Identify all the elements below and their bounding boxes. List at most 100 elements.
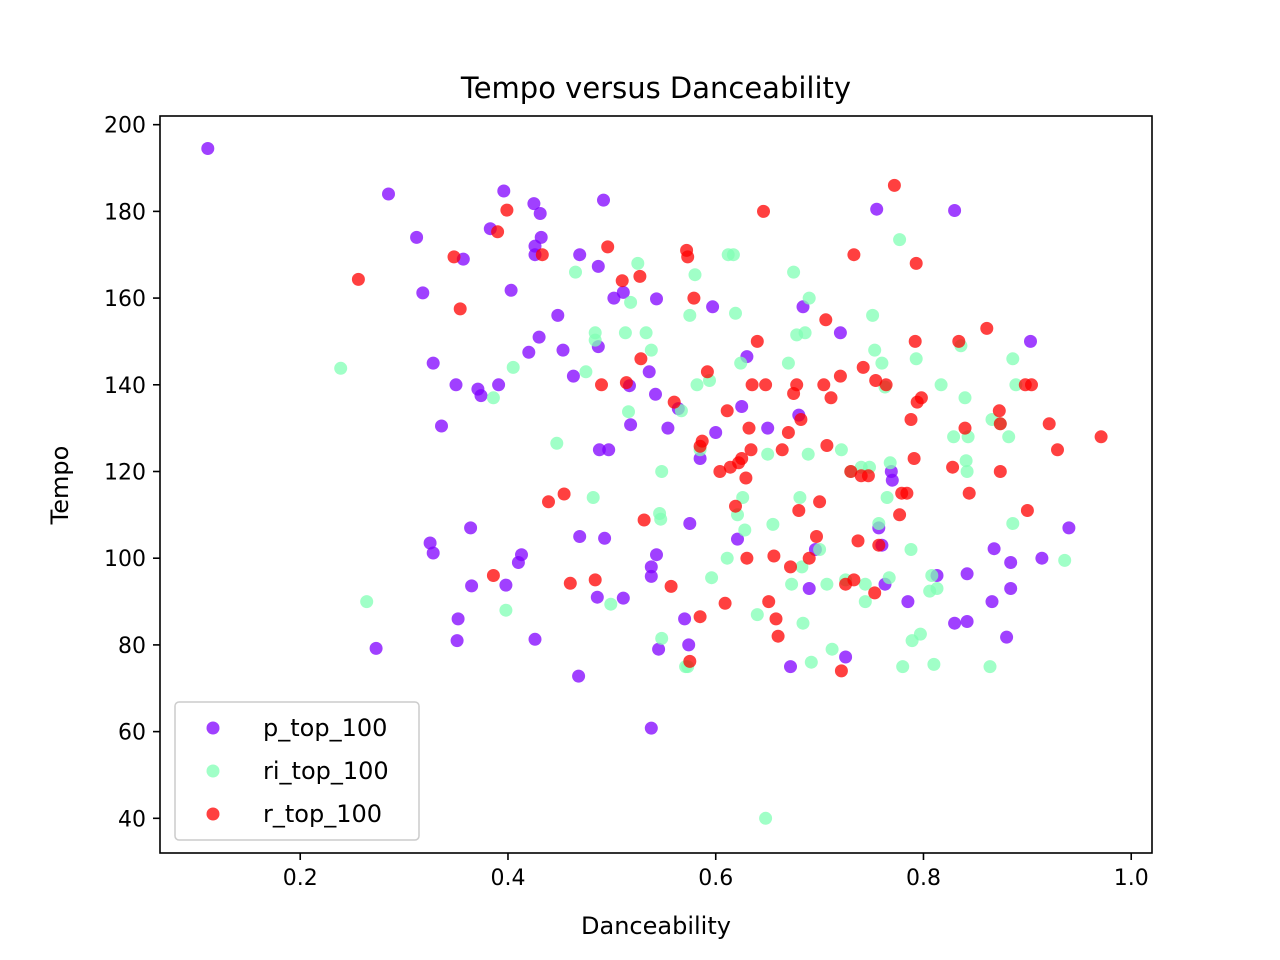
data-point [1024,334,1037,348]
legend-marker-p-top-100 [206,721,220,735]
data-point [650,292,663,306]
x-tick-label: 1.0 [1114,866,1149,891]
data-point [551,308,565,322]
data-point [465,579,479,593]
data-point [766,517,780,531]
data-point [769,612,783,626]
data-point [709,426,723,439]
data-point [960,465,974,478]
data-point [993,465,1007,478]
legend-label-p-top-100: p_top_100 [263,714,387,742]
data-point [633,269,647,283]
data-point [598,531,612,545]
data-point [713,465,727,478]
y-tick-label: 120 [104,460,146,485]
data-point [866,308,880,322]
data-point [644,343,658,357]
data-point [802,551,816,565]
data-point [927,657,941,671]
data-point [735,400,749,413]
data-point [960,567,974,581]
data-point [839,650,853,664]
data-point [883,456,897,470]
data-point [775,443,789,457]
data-point [655,465,669,478]
data-point [745,378,759,392]
data-point [491,225,505,239]
y-tick-label: 160 [104,287,146,312]
data-point [767,549,781,563]
data-point [750,608,764,622]
data-point [601,240,615,254]
data-point [334,361,348,375]
data-point [1051,443,1064,457]
data-point [901,595,915,609]
data-point [771,629,785,643]
data-point [1094,430,1108,444]
chart-title: Tempo versus Danceability [460,71,851,105]
data-point [744,443,758,457]
data-point [535,248,549,262]
data-point [802,291,816,305]
plot-frame [159,115,1153,854]
data-point [983,660,997,674]
data-point [759,378,773,392]
data-point [616,591,630,605]
data-point [369,641,383,655]
data-point [824,391,838,405]
data-point [591,259,605,273]
data-point [750,334,764,348]
data-point [796,616,810,630]
data-point [416,286,430,300]
y-axis-ticks: 40 60 80 100 120 140 160 180 200 [104,114,160,832]
data-point [734,356,748,370]
data-point [654,512,668,526]
data-point [946,460,960,474]
data-point [833,369,847,383]
data-point [426,356,440,370]
data-point [586,491,600,504]
y-tick-label: 180 [104,200,146,225]
data-point [896,660,910,674]
data-point [781,426,795,439]
data-point [735,452,749,465]
data-point [563,576,577,590]
y-tick-label: 100 [104,547,146,572]
data-point [802,582,816,595]
data-point [762,595,776,609]
data-point [533,207,547,220]
data-point [661,421,675,435]
x-tick-label: 0.2 [283,866,318,891]
data-point [913,627,927,641]
data-point [885,473,899,487]
data-point [801,447,815,461]
data-point [834,443,848,457]
data-point [450,634,464,648]
data-point [738,523,752,537]
data-point [1058,553,1072,567]
data-point [1009,378,1023,392]
data-point [634,352,648,366]
data-point [607,291,621,305]
data-point [644,560,658,574]
data-point [729,499,742,513]
data-point [720,551,734,565]
data-point [1042,417,1056,431]
data-point [644,569,658,583]
data-point [909,256,923,270]
data-point [781,356,795,370]
data-point [726,248,740,262]
data-point [736,491,750,504]
data-point [474,389,488,403]
data-point [784,560,797,574]
data-point [1006,517,1020,530]
data-point [528,632,542,646]
data-point [847,248,861,262]
data-point [795,560,809,574]
data-point [813,495,827,509]
legend-label-r-top-100: r_top_100 [263,800,382,828]
data-point [798,326,812,340]
data-point [793,491,807,504]
data-point [844,465,858,478]
y-axis-label: Tempo [46,446,74,526]
